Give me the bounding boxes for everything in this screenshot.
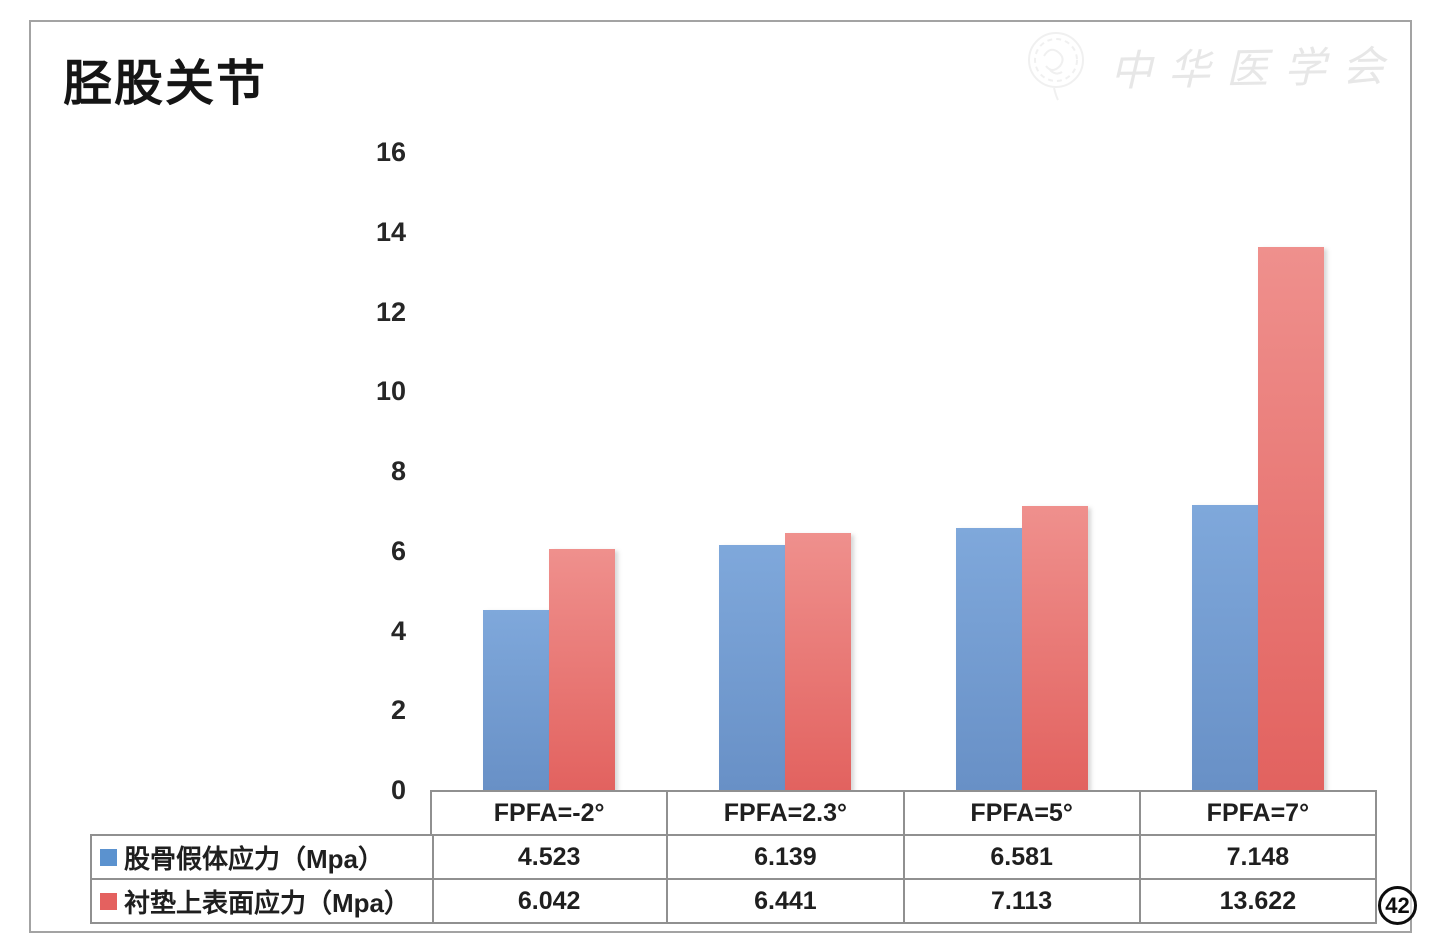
value-cell: 6.581 [904,836,1139,878]
category-header-cell: FPFA=7° [1140,792,1375,834]
slide: 胫股关节 中华医学会 0 2 4 6 8 10 12 14 16 FPFA=-2° FPFA=2.… [29,20,1417,933]
value-cell: 4.523 [432,836,667,878]
bar-series1-FPFA=7° [1191,504,1258,791]
value-cell: 7.148 [1140,836,1375,878]
y-axis-label: 0 [390,775,406,805]
chart-data-table: FPFA=-2° FPFA=2.3° FPFA=5° FPFA=7° 4.523 6.13… [430,790,1377,924]
page-number-badge: 42 [1378,886,1417,925]
y-axis-label: 12 [375,296,406,327]
y-axis-label: 8 [390,456,406,486]
y-axis-label: 6 [390,535,406,566]
value-cell: 6.441 [668,880,903,922]
bar-series2-FPFA=7° [1257,246,1324,791]
bar-series2-FPFA=-2° [549,549,616,791]
legend-label: 衬垫上表面应力（Mpa） [124,887,411,918]
legend-item: 股骨假体应力（Mpa） [92,836,432,878]
y-axis-label: 4 [390,615,406,646]
value-cell: 7.113 [904,880,1139,922]
slide-title: 胫股关节 [63,54,268,112]
legend-swatch-icon [100,892,117,910]
value-cell: 13.622 [1140,880,1375,922]
y-axis-label: 14 [375,216,406,247]
watermark: 中华医学会 [1024,26,1400,104]
value-cell: 6.042 [432,880,667,922]
y-axis-label: 10 [375,376,406,407]
y-axis-label: 2 [390,695,406,726]
bar-series2-FPFA=5° [1021,506,1088,791]
category-header-cell: FPFA=-2° [432,792,667,834]
bar-series1-FPFA=2.3° [719,545,786,791]
chart-legend: 股骨假体应力（Mpa） 衬垫上表面应力（Mpa） [90,834,434,924]
legend-swatch-icon [100,848,117,866]
bar-series2-FPFA=2.3° [785,533,852,791]
bar-series1-FPFA=-2° [483,609,550,791]
bar-series1-FPFA=5° [955,527,1022,791]
value-cell: 6.139 [668,836,903,878]
category-header-cell: FPFA=5° [904,792,1139,834]
legend-item: 衬垫上表面应力（Mpa） [92,880,432,922]
y-axis-label: 16 [375,137,406,167]
watermark-emblem-icon [1027,32,1084,101]
legend-label: 股骨假体应力（Mpa） [124,843,385,874]
watermark-text: 中华医学会 [1109,40,1401,96]
category-header-cell: FPFA=2.3° [668,792,903,834]
